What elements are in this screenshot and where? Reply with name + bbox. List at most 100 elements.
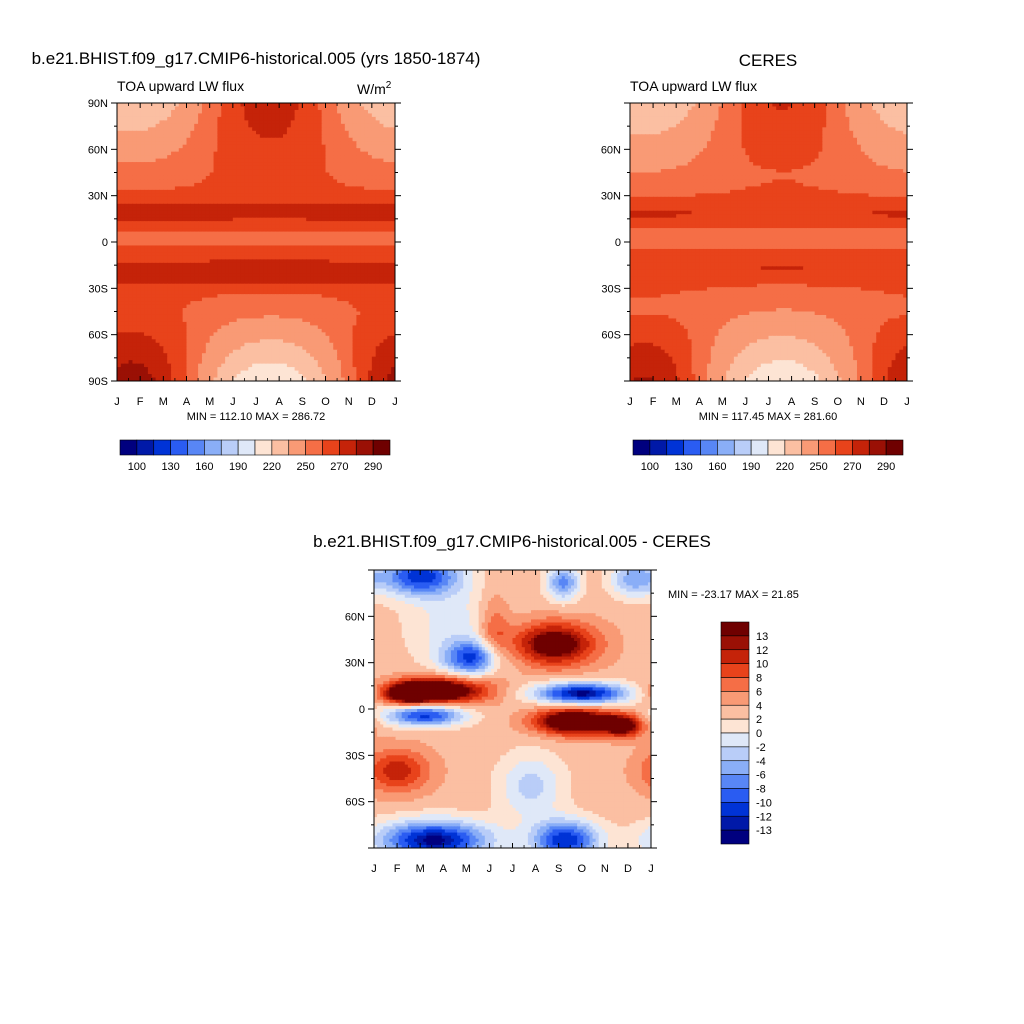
heatmap-cell (209, 151, 215, 156)
heatmap-cell (248, 134, 253, 139)
heatmap-cell (283, 328, 288, 333)
heatmap-cell (375, 283, 381, 288)
heatmap-cell (205, 103, 211, 108)
heatmap-cell (201, 342, 207, 347)
heatmap-cell (283, 280, 288, 285)
heatmap-cell (117, 217, 122, 222)
heatmap-cell (317, 269, 323, 274)
heatmap-cell (344, 335, 350, 340)
heatmap-cell (367, 179, 373, 184)
heatmap-cell (352, 148, 357, 153)
heatmap-cell (383, 120, 388, 125)
heatmap-cell (221, 186, 226, 191)
heatmap-cell (198, 214, 203, 219)
heatmap-cell (209, 169, 215, 174)
heatmap-cell (333, 120, 338, 125)
heatmap-cell (352, 217, 357, 222)
heatmap-cell (117, 235, 122, 240)
heatmap-cell (352, 242, 357, 247)
heatmap-cell (259, 301, 265, 306)
heatmap-cell (279, 325, 284, 330)
heatmap-cell (205, 141, 211, 146)
heatmap-cell (225, 231, 230, 236)
heatmap-cell (275, 130, 280, 135)
heatmap-cell (182, 123, 188, 128)
heatmap-cell (275, 290, 280, 295)
heatmap-cell (321, 339, 327, 344)
heatmap-cell (286, 248, 292, 254)
heatmap-cell (144, 120, 149, 125)
heatmap-cell (271, 103, 276, 108)
heatmap-cell (225, 311, 230, 316)
heatmap-cell (348, 141, 354, 146)
heatmap-cell (178, 207, 184, 212)
heatmap-cell (120, 155, 126, 160)
heatmap-cell (371, 193, 377, 198)
heatmap-cell (360, 165, 365, 170)
heatmap-cell (383, 169, 388, 174)
heatmap-cell (290, 169, 296, 174)
heatmap-cell (194, 179, 199, 184)
heatmap-cell (348, 148, 354, 153)
heatmap-cell (279, 207, 284, 212)
heatmap-cell (263, 311, 269, 316)
heatmap-cell (275, 169, 280, 174)
heatmap-cell (364, 175, 369, 181)
heatmap-cell (205, 297, 211, 302)
heatmap-cell (167, 155, 172, 160)
heatmap-cell (333, 193, 338, 198)
heatmap-cell (205, 172, 211, 177)
heatmap-cell (159, 269, 164, 274)
heatmap-cell (147, 196, 153, 201)
heatmap-cell (194, 169, 199, 174)
heatmap-cell (391, 224, 395, 229)
heatmap-cell (356, 318, 361, 323)
heatmap-cell (236, 127, 242, 132)
heatmap-cell (302, 172, 307, 177)
heatmap-cell (248, 242, 253, 247)
heatmap-cell (379, 339, 385, 344)
heatmap-cell (344, 203, 350, 208)
heatmap-cell (167, 175, 172, 181)
heatmap-cell (379, 148, 385, 153)
heatmap-cell (283, 276, 288, 281)
heatmap-cell (310, 196, 315, 201)
heatmap-cell (379, 151, 385, 156)
heatmap-cell (159, 242, 164, 247)
heatmap-cell (379, 127, 385, 132)
heatmap-cell (178, 269, 184, 274)
heatmap-cell (391, 231, 395, 236)
heatmap-cell (321, 113, 327, 118)
heatmap-cell (329, 103, 334, 108)
heatmap-cell (325, 162, 330, 167)
heatmap-cell (367, 106, 373, 111)
heatmap-cell (221, 175, 226, 181)
heatmap-cell (240, 172, 246, 177)
heatmap-cell (228, 130, 234, 135)
heatmap-cell (387, 245, 392, 250)
heatmap-cell (267, 137, 273, 142)
heatmap-cell (371, 120, 377, 125)
heatmap-cell (379, 297, 385, 302)
heatmap-cell (147, 318, 153, 323)
heatmap-cell (232, 210, 238, 215)
heatmap-cell (271, 301, 276, 306)
heatmap-cell (375, 262, 381, 267)
heatmap-cell (275, 235, 280, 240)
heatmap-cell (271, 109, 276, 115)
heatmap-cell (325, 120, 330, 125)
heatmap-cell (186, 186, 191, 191)
heatmap-cell (313, 328, 319, 333)
heatmap-cell (256, 186, 261, 191)
heatmap-cell (213, 339, 218, 344)
heatmap-cell (225, 228, 230, 233)
heatmap-cell (344, 193, 350, 198)
heatmap-cell (298, 328, 303, 333)
heatmap-cell (159, 165, 164, 170)
heatmap-cell (198, 144, 203, 149)
heatmap-cell (321, 189, 327, 194)
heatmap-cell (275, 335, 280, 340)
heatmap-cell (279, 242, 284, 247)
heatmap-cell (321, 106, 327, 111)
heatmap-cell (302, 339, 307, 344)
